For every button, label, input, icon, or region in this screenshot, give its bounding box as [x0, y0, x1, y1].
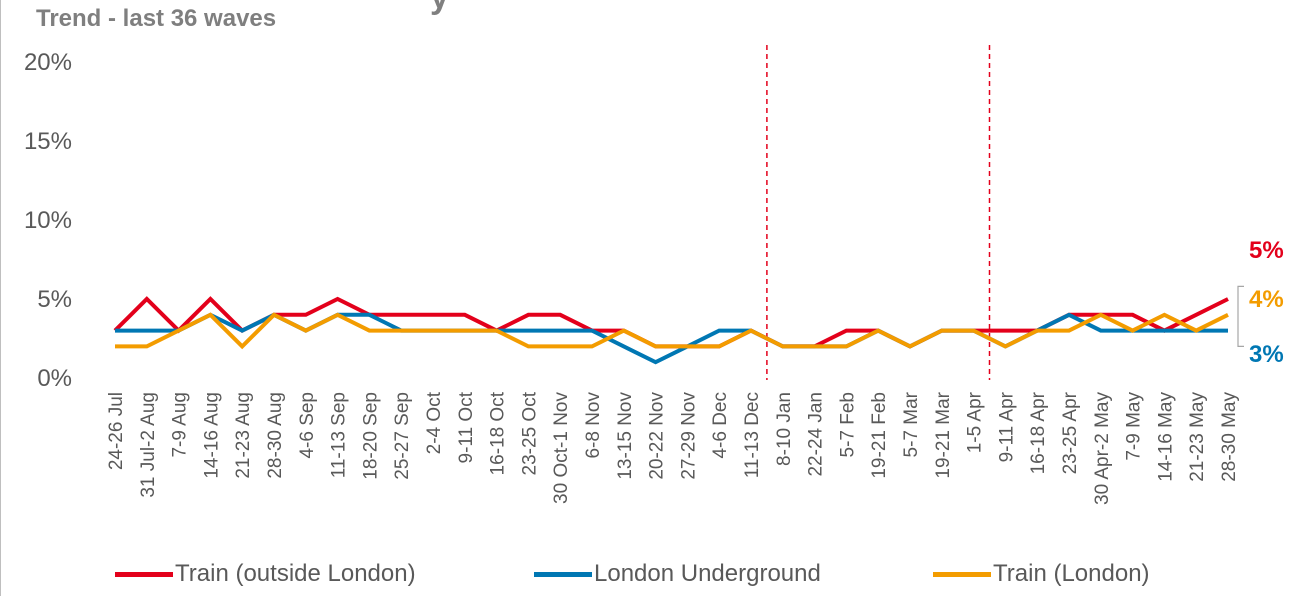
line-chart: 0% 5% 10% 15% 20% 24-26 Jul 31 Jul-2 Aug 7-9 A… [24, 45, 1284, 505]
end-label: 4% [1249, 286, 1284, 313]
y-tick-label: 20% [24, 49, 72, 76]
chart-subtitle: Trend - last 36 waves [36, 5, 277, 32]
reference-lines [766, 45, 991, 380]
x-tick-label: 5-7 Mar [901, 391, 922, 457]
x-tick-label: 4-6 Sep [297, 392, 318, 459]
x-tick-label: 27-29 Nov [678, 392, 699, 480]
y-tick-label: 0% [37, 365, 72, 392]
legend-label: London Underground [594, 560, 821, 587]
legend-swatch [534, 571, 592, 577]
x-tick-label: 13-15 Nov [615, 392, 636, 480]
x-tick-label: 24-26 Jul [106, 392, 127, 470]
y-tick-label: 15% [24, 128, 72, 155]
x-tick-label: 28-30 May [1219, 392, 1240, 482]
y-axis: 0% 5% 10% 15% 20% [24, 49, 72, 392]
x-tick-label: 9-11 Oct [456, 391, 477, 463]
x-tick-label: 9-11 Apr [996, 391, 1017, 462]
legend-swatch [933, 571, 991, 577]
x-tick-label: 30 Oct-1 Nov [551, 392, 572, 504]
series-line-train-outside-london [113, 296, 1229, 349]
y-tick-label: 5% [37, 286, 72, 313]
x-tick-label: 19-21 Feb [869, 392, 890, 479]
series-lines [113, 296, 1229, 365]
series-line-london-underground [115, 312, 1228, 365]
end-label-bracket [1237, 285, 1244, 347]
end-label: 5% [1249, 237, 1284, 264]
x-tick-label: 25-27 Sep [392, 392, 413, 480]
x-tick-label: 28-30 Aug [265, 392, 286, 479]
x-tick-label: 23-25 Oct [519, 391, 540, 475]
x-tick-label: 7-9 May [1124, 392, 1145, 461]
x-tick-label: 6-8 Nov [583, 392, 604, 459]
x-tick-label: 11-13 Sep [329, 392, 350, 478]
y-tick-label: 10% [24, 207, 72, 234]
x-tick-label: 31 Jul-2 Aug [138, 392, 159, 498]
x-tick-label: 20-22 Nov [647, 392, 668, 480]
legend-item-train-outside-london: Train (outside London) [115, 560, 416, 588]
x-tick-label: 14-16 May [1155, 392, 1176, 482]
x-tick-label: 5-7 Feb [837, 392, 858, 457]
series-line-train-london [115, 312, 1229, 350]
x-tick-label: 23-25 Apr [1060, 391, 1081, 474]
legend: Train (outside London) London Undergroun… [0, 560, 1309, 596]
x-tick-label: 19-21 Mar [933, 391, 954, 478]
x-tick-label: 22-24 Jan [806, 392, 827, 477]
x-tick-label: 14-16 Aug [201, 392, 222, 479]
x-tick-label: 7-9 Aug [170, 392, 191, 458]
legend-swatch [115, 571, 173, 577]
x-tick-label: 4-6 Dec [710, 392, 731, 459]
end-labels: 5% 4% 3% [1237, 237, 1284, 368]
x-tick-label: 21-23 May [1187, 392, 1208, 482]
legend-item-train-london: Train (London) [933, 560, 1150, 588]
x-tick-label: 11-13 Dec [742, 392, 763, 478]
end-label: 3% [1249, 341, 1284, 368]
x-tick-label: 1-5 Apr [965, 391, 986, 453]
legend-item-london-underground: London Underground [534, 560, 821, 588]
x-tick-label: 8-10 Jan [774, 392, 795, 466]
legend-label: Train (London) [993, 560, 1150, 587]
x-tick-label: 16-18 Oct [488, 391, 509, 475]
x-tick-label: 2-4 Oct [424, 391, 445, 454]
x-tick-label: 18-20 Sep [360, 392, 381, 480]
legend-label: Train (outside London) [175, 560, 416, 587]
chart-title-partial: y [430, 0, 449, 17]
x-tick-label: 30 Apr-2 May [1092, 392, 1113, 505]
x-tick-label: 16-18 Apr [1028, 391, 1049, 474]
x-axis: 24-26 Jul 31 Jul-2 Aug 7-9 Aug 14-16 Aug 21-… [106, 391, 1240, 505]
chart-frame-edge [0, 0, 1, 596]
x-tick-label: 21-23 Aug [233, 392, 254, 479]
